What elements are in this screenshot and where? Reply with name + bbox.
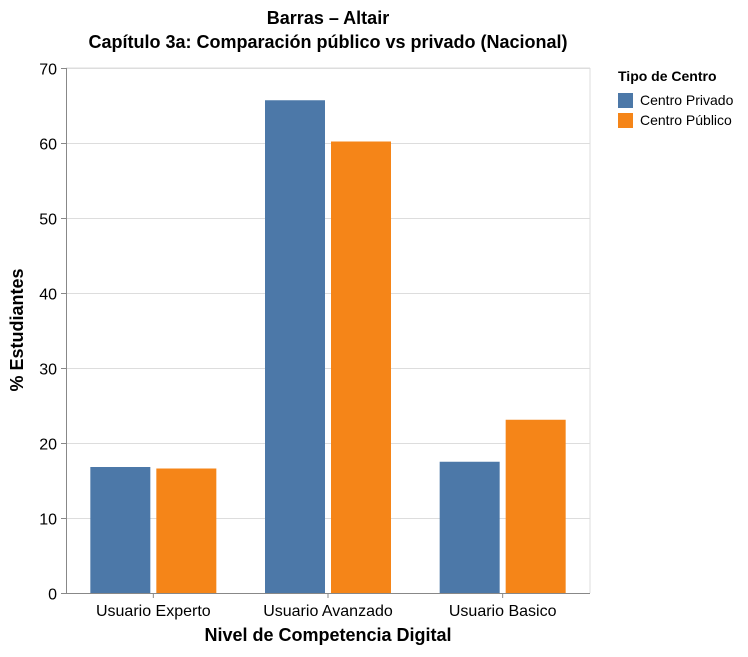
chart-title: Barras – Altair (267, 8, 389, 28)
bar-publico (156, 468, 217, 593)
y-tick-label: 40 (39, 287, 57, 304)
legend: Tipo de Centro Centro Privado Centro Públ… (618, 68, 734, 128)
bar-publico (505, 419, 566, 593)
axes: 0 10 20 30 40 50 60 70 Usuario Experto Usuario Av… (39, 62, 590, 620)
bar-publico (331, 141, 391, 593)
y-tick-label: 50 (39, 212, 57, 229)
legend-title: Tipo de Centro (618, 68, 717, 84)
gridlines (66, 67, 591, 593)
x-axis-title: Nivel de Competencia Digital (204, 625, 451, 645)
x-tick-label: Usuario Experto (96, 603, 211, 620)
y-tick-label: 30 (39, 362, 57, 379)
y-axis-title: % Estudiantes (7, 268, 27, 391)
x-tick-label: Usuario Avanzado (263, 603, 393, 620)
legend-label: Centro Público (640, 112, 732, 128)
bar-privado (265, 100, 325, 593)
chart-subtitle: Capítulo 3a: Comparación público vs priv… (88, 32, 567, 52)
legend-swatch (618, 93, 633, 108)
y-tick-label: 20 (39, 437, 57, 454)
bars (90, 100, 566, 593)
y-tick-label: 0 (48, 587, 57, 604)
y-tick-label: 60 (39, 137, 57, 154)
bar-privado (90, 467, 151, 593)
legend-label: Centro Privado (640, 92, 734, 108)
legend-swatch (618, 113, 633, 128)
y-tick-label: 10 (39, 512, 57, 529)
x-tick-label: Usuario Basico (449, 603, 557, 620)
bar-privado (439, 461, 500, 593)
y-tick-label: 70 (39, 62, 57, 79)
